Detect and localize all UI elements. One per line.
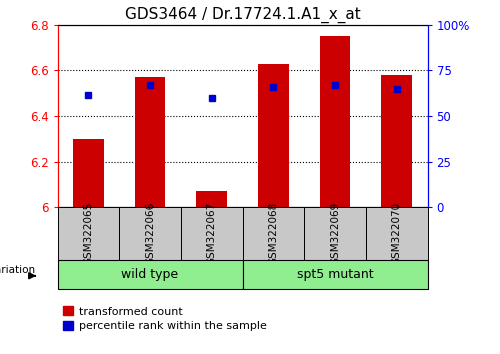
Bar xyxy=(58,260,242,289)
Bar xyxy=(381,75,412,207)
Text: GSM322065: GSM322065 xyxy=(84,202,94,265)
Text: GSM322066: GSM322066 xyxy=(145,202,155,265)
Text: spt5 mutant: spt5 mutant xyxy=(296,268,374,281)
Text: GSM322068: GSM322068 xyxy=(268,202,278,265)
Bar xyxy=(304,207,366,260)
Bar xyxy=(181,207,242,260)
Title: GDS3464 / Dr.17724.1.A1_x_at: GDS3464 / Dr.17724.1.A1_x_at xyxy=(124,7,360,23)
Bar xyxy=(196,191,227,207)
Bar xyxy=(242,207,304,260)
Bar xyxy=(119,207,181,260)
Text: wild type: wild type xyxy=(122,268,178,281)
Bar xyxy=(58,207,119,260)
Text: genotype/variation: genotype/variation xyxy=(0,265,36,275)
Text: GSM322069: GSM322069 xyxy=(330,202,340,265)
Bar xyxy=(366,207,428,260)
Text: GSM322067: GSM322067 xyxy=(206,202,216,265)
Legend: transformed count, percentile rank within the sample: transformed count, percentile rank withi… xyxy=(63,307,266,331)
Text: GSM322070: GSM322070 xyxy=(392,202,402,265)
Bar xyxy=(134,77,166,207)
Bar xyxy=(73,139,104,207)
Bar xyxy=(320,36,350,207)
Bar xyxy=(258,63,288,207)
Bar xyxy=(242,260,428,289)
